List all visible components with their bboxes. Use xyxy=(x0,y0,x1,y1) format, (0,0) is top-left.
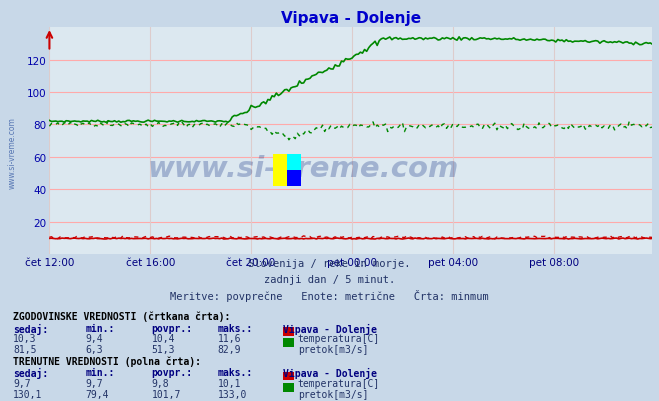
Text: 11,6: 11,6 xyxy=(217,334,241,344)
Text: 9,7: 9,7 xyxy=(13,378,31,388)
Text: 9,8: 9,8 xyxy=(152,378,169,388)
Text: sedaj:: sedaj: xyxy=(13,367,48,378)
Text: povpr.:: povpr.: xyxy=(152,367,192,377)
Text: maks.:: maks.: xyxy=(217,367,252,377)
Text: pretok[m3/s]: pretok[m3/s] xyxy=(298,389,368,399)
Text: temperatura[C]: temperatura[C] xyxy=(298,334,380,344)
Text: Slovenija / reke in morje.: Slovenija / reke in morje. xyxy=(248,259,411,269)
Text: 9,4: 9,4 xyxy=(86,334,103,344)
Text: www.si-vreme.com: www.si-vreme.com xyxy=(8,117,17,188)
Text: maks.:: maks.: xyxy=(217,323,252,333)
Text: 101,7: 101,7 xyxy=(152,389,181,399)
Text: TRENUTNE VREDNOSTI (polna črta):: TRENUTNE VREDNOSTI (polna črta): xyxy=(13,356,201,367)
Text: 82,9: 82,9 xyxy=(217,344,241,354)
Text: 79,4: 79,4 xyxy=(86,389,109,399)
Text: ZGODOVINSKE VREDNOSTI (črtkana črta):: ZGODOVINSKE VREDNOSTI (črtkana črta): xyxy=(13,311,231,321)
Text: Meritve: povprečne   Enote: metrične   Črta: minmum: Meritve: povprečne Enote: metrične Črta:… xyxy=(170,289,489,301)
Text: temperatura[C]: temperatura[C] xyxy=(298,378,380,388)
Text: www.si-vreme.com: www.si-vreme.com xyxy=(147,154,459,182)
Text: 10,4: 10,4 xyxy=(152,334,175,344)
Text: zadnji dan / 5 minut.: zadnji dan / 5 minut. xyxy=(264,274,395,284)
Text: 51,3: 51,3 xyxy=(152,344,175,354)
Title: Vipava - Dolenje: Vipava - Dolenje xyxy=(281,10,421,26)
Text: min.:: min.: xyxy=(86,367,115,377)
Text: 10,1: 10,1 xyxy=(217,378,241,388)
Text: 130,1: 130,1 xyxy=(13,389,43,399)
Text: 6,3: 6,3 xyxy=(86,344,103,354)
Text: 133,0: 133,0 xyxy=(217,389,247,399)
Text: 9,7: 9,7 xyxy=(86,378,103,388)
Text: povpr.:: povpr.: xyxy=(152,323,192,333)
Text: sedaj:: sedaj: xyxy=(13,323,48,334)
Text: 10,3: 10,3 xyxy=(13,334,37,344)
Text: 81,5: 81,5 xyxy=(13,344,37,354)
Text: min.:: min.: xyxy=(86,323,115,333)
Text: pretok[m3/s]: pretok[m3/s] xyxy=(298,344,368,354)
Text: Vipava - Dolenje: Vipava - Dolenje xyxy=(283,367,378,378)
Text: Vipava - Dolenje: Vipava - Dolenje xyxy=(283,323,378,334)
